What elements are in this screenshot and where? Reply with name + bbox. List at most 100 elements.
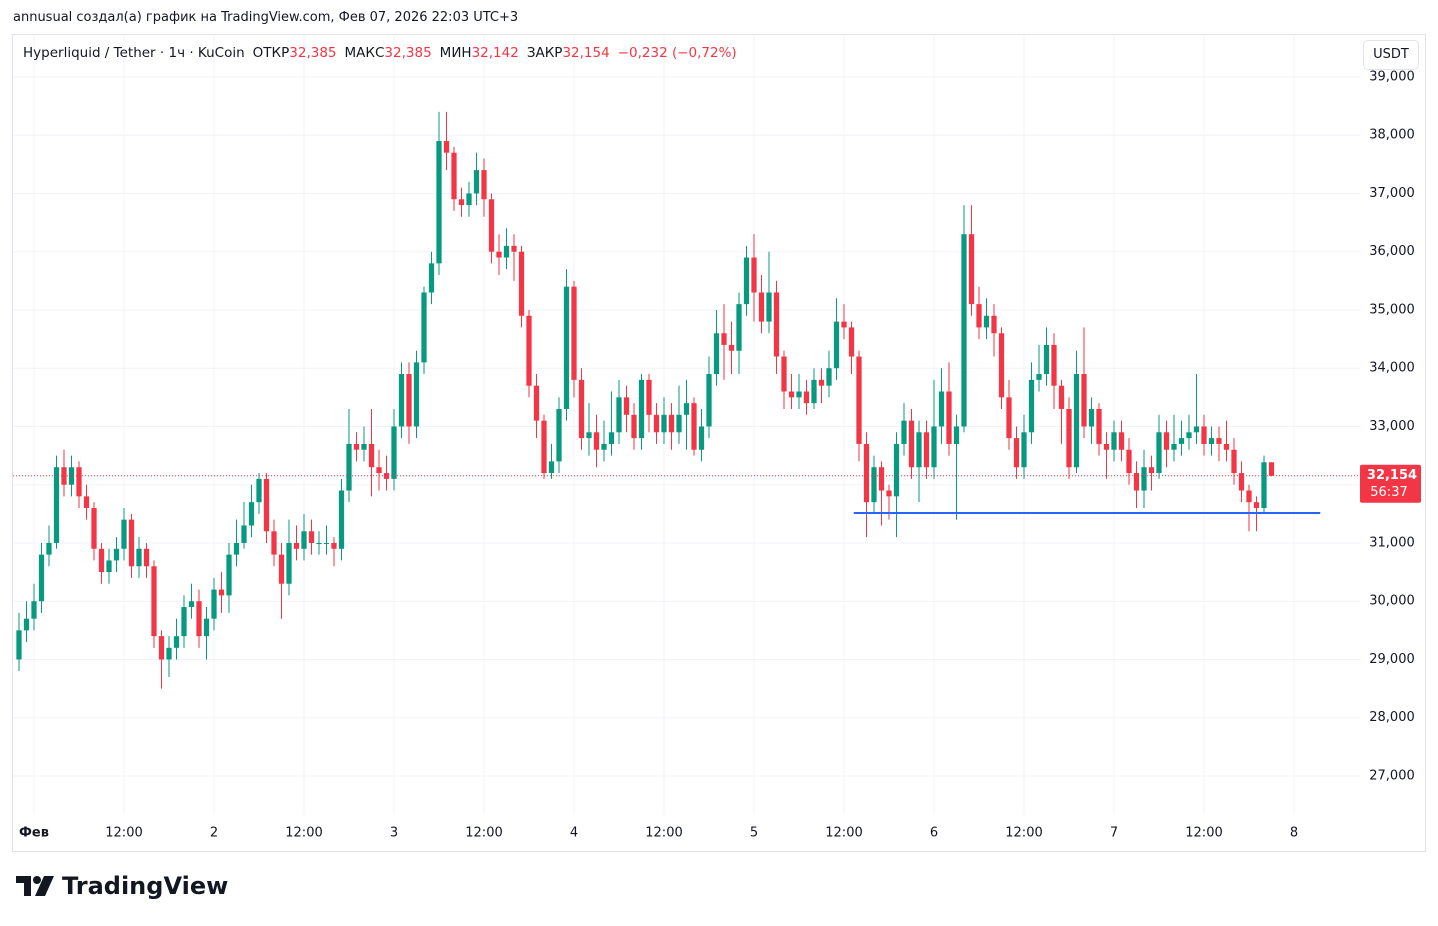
candle-body [278,554,285,584]
candle-body [1163,432,1170,450]
x-tick-label: 2 [210,826,218,841]
candle-body [886,490,892,497]
candle-body [908,420,915,468]
candle-body [1186,432,1192,439]
candle-body [301,531,307,549]
candle-body [1201,426,1207,444]
candle-body [136,548,142,567]
candle-body [811,379,817,404]
candle-body [818,379,825,386]
candle-body [1268,462,1275,476]
candle-body [871,467,877,503]
candle-body [736,304,742,351]
x-tick-label: 3 [390,826,398,841]
candle-body [166,647,172,660]
last-price-label: 32,154 [1367,468,1417,483]
candle-body [248,502,255,526]
candle-body [803,391,810,404]
candle-body [1013,438,1020,468]
candle-body [1088,408,1095,427]
candle-body [263,478,270,532]
y-tick-label: 28,000 [1369,710,1415,725]
candle-body [601,443,607,450]
candle-body [781,356,787,392]
candle-body [188,601,195,608]
candle-body [541,420,547,474]
candle-body [923,432,930,468]
candle-body [1216,438,1222,444]
candle-body [998,333,1005,398]
logo [16,876,54,896]
candle-body [616,397,622,433]
candle-body [878,467,885,491]
candle-body [976,304,982,328]
candle-body [473,170,480,194]
x-tick-label: 6 [930,826,938,841]
y-tick-label: 29,000 [1369,652,1415,667]
y-tick-label: 30,000 [1369,594,1415,609]
candle-body [983,315,990,328]
candle-body [38,554,45,602]
brand: TradingView [16,872,228,900]
candle-body [953,426,960,444]
candle-body [511,245,517,252]
candle-body [676,414,682,433]
candle-body [833,321,840,369]
candle-body [518,251,525,316]
y-tick-label: 37,000 [1369,186,1415,201]
candle-body [503,245,510,258]
candle-body [1238,473,1245,491]
candle-body [368,443,375,468]
candle-body [316,542,322,544]
candle-body [563,286,570,409]
candle-body [1231,449,1237,474]
candle-body [1036,374,1042,380]
currency-button[interactable]: USDT [1363,40,1419,70]
legend-change: −0,232 (−0,72%) [617,45,737,61]
candle-body [1051,344,1057,386]
candle-body [308,531,315,543]
x-tick-label: 12:00 [1185,826,1222,841]
candle-body [773,292,780,357]
candle-body [83,496,90,509]
candle-body [1156,432,1162,474]
candle-body [758,292,765,322]
candle-body [1073,374,1080,468]
symbol: Hyperliquid / Tether · 1ч · KuCoin [23,45,245,61]
candle-body [578,379,585,439]
candle-body [991,315,997,334]
candle-body [466,193,472,206]
candle-body [901,420,907,444]
candle-body [376,467,382,474]
candle-body [1253,502,1260,509]
candle-body [143,548,150,567]
candle-body [938,391,945,427]
candle-body [428,263,435,293]
candle-body [256,478,262,503]
candle-body [121,519,127,549]
candle-body [271,531,277,555]
x-tick-label: Фев [19,826,49,841]
candle-body [128,519,135,567]
y-tick-label: 36,000 [1369,244,1415,259]
candle-body [848,327,855,357]
candle-body [406,374,412,427]
candle-body [436,141,442,264]
candle-body [361,443,367,450]
candle-body [668,414,675,433]
brand-name: TradingView [62,872,229,900]
candle-body [1178,438,1185,444]
candle-body [1111,432,1117,450]
y-tick-label: 38,000 [1369,128,1415,143]
candle-body [1058,385,1065,409]
candle-body [608,432,615,444]
candle-body [706,374,712,427]
y-tick-label: 34,000 [1369,361,1415,376]
candle-body [383,473,390,479]
candle-body [1208,438,1215,444]
candle-body [233,542,240,555]
candle-body [196,601,202,637]
candle-body [1133,473,1140,491]
x-tick-label: 12:00 [825,826,862,841]
